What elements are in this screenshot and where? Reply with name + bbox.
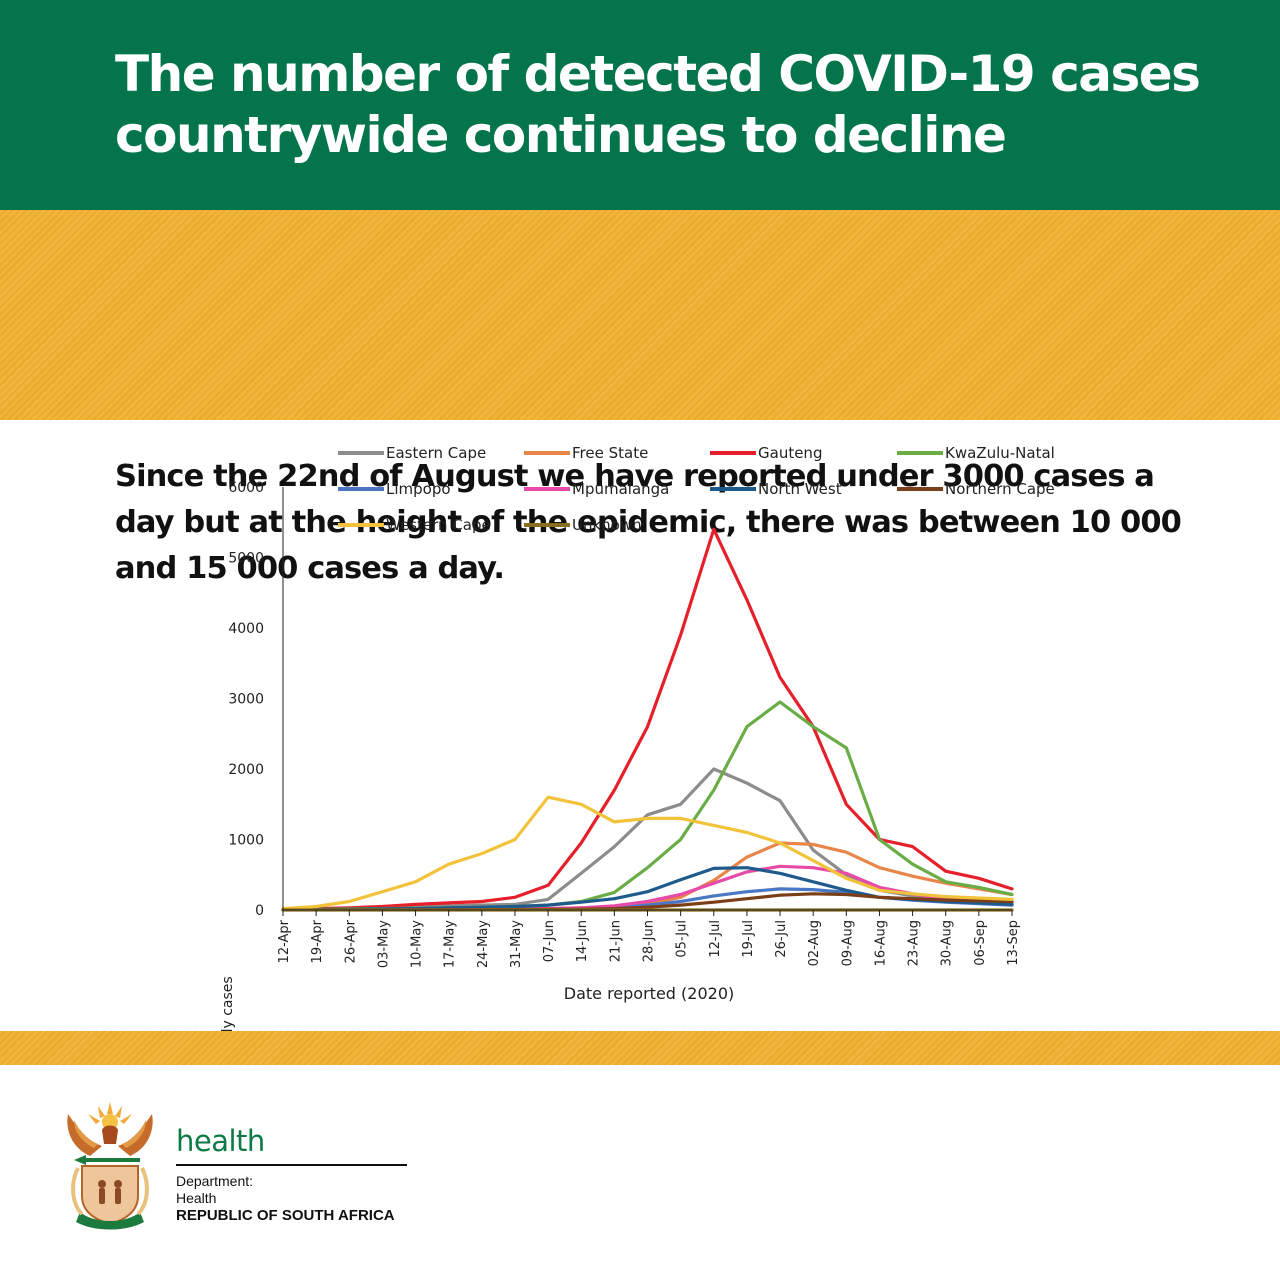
x-tick-label: 14-Jun <box>575 920 590 962</box>
series-line-western-cape <box>281 795 1014 911</box>
y-axis: 0 1000 2000 3000 4000 5000 6000 <box>228 480 284 919</box>
series-line-gauteng <box>281 527 1014 911</box>
x-tick-label: 28-Jun <box>642 920 657 962</box>
south-africa-coat-of-arms-icon <box>67 1102 153 1230</box>
legend-label: Northern Cape <box>945 480 1055 498</box>
country-name: REPUBLIC OF SOUTH AFRICA <box>176 1207 395 1224</box>
cases-line-chart: Eastern Cape Free State Gauteng KwaZulu-Nat… <box>220 444 1055 1031</box>
legend-label: Eastern Cape <box>386 444 486 462</box>
x-tick-label: 17-May <box>443 920 458 968</box>
department-name: Health <box>176 1190 217 1206</box>
x-tick-label: 23-Aug <box>907 920 922 966</box>
brand-divider <box>176 1164 407 1166</box>
legend-label: Free State <box>572 444 648 462</box>
x-tick-label: 09-Aug <box>840 920 855 966</box>
x-tick-label: 05-Jul <box>675 920 690 958</box>
x-tick-label: 02-Aug <box>807 920 822 966</box>
x-tick-label: 26-Jul <box>774 920 789 958</box>
x-tick-label: 12-Jul <box>708 920 723 958</box>
x-tick-label: 24-May <box>476 920 491 968</box>
x-tick-label: 19-Jul <box>741 920 756 958</box>
x-tick-label: 03-May <box>376 920 391 968</box>
title-banner: The number of detected COVID-19 cases co… <box>0 0 1280 210</box>
legend-label: Limpopo <box>386 480 451 498</box>
intro-band: Since the 22nd of August we have reporte… <box>0 210 1280 586</box>
y-tick-label: 3000 <box>228 692 264 708</box>
x-tick-label: 12-Apr <box>277 919 292 963</box>
y-tick-label: 1000 <box>228 833 264 849</box>
x-tick-label: 13-Sep <box>1006 920 1021 966</box>
x-tick-label: 31-May <box>509 920 524 968</box>
x-tick-label: 30-Aug <box>940 920 955 966</box>
y-tick-label: 4000 <box>228 621 264 637</box>
legend-label: North West <box>758 480 842 498</box>
intro-text: Since the 22nd of August we have reporte… <box>115 459 1182 586</box>
legend-label: KwaZulu-Natal <box>945 444 1055 462</box>
legend-label: Gauteng <box>758 444 822 462</box>
x-tick-label: 10-May <box>410 920 425 968</box>
x-tick-label: 19-Apr <box>310 919 325 963</box>
chart-legend: Eastern Cape Free State Gauteng KwaZulu-Nat… <box>338 444 1055 534</box>
x-tick-label: 21-Jun <box>608 920 623 962</box>
brand-health: health <box>176 1124 265 1158</box>
x-axis: 12-Apr 19-Apr 26-Apr 03-May 10-May 17-May 24-M… <box>277 909 1021 968</box>
x-tick-label: 26-Apr <box>343 919 358 963</box>
page-title: The number of detected COVID-19 cases co… <box>115 45 1201 164</box>
y-axis-label: 7-day moving average no. of new daily ca… <box>220 976 236 1031</box>
department-label: Department: <box>176 1173 254 1189</box>
plot-area <box>281 527 1014 912</box>
y-tick-label: 6000 <box>228 480 264 496</box>
y-tick-label: 2000 <box>228 762 264 778</box>
x-tick-label: 16-Aug <box>873 920 888 966</box>
bottom-band <box>0 1031 1280 1065</box>
series-line-kwazulu-natal <box>281 700 1014 912</box>
x-tick-label: 06-Sep <box>973 920 988 966</box>
legend-label: Western Cape <box>386 516 491 534</box>
legend-label: Unknown <box>572 516 642 534</box>
x-axis-label: Date reported (2020) <box>564 984 734 1003</box>
x-tick-label: 07-Jun <box>542 920 557 962</box>
legend-label: Mpumalanga <box>572 480 669 498</box>
y-tick-label: 5000 <box>228 551 264 567</box>
y-tick-label: 0 <box>255 903 264 919</box>
